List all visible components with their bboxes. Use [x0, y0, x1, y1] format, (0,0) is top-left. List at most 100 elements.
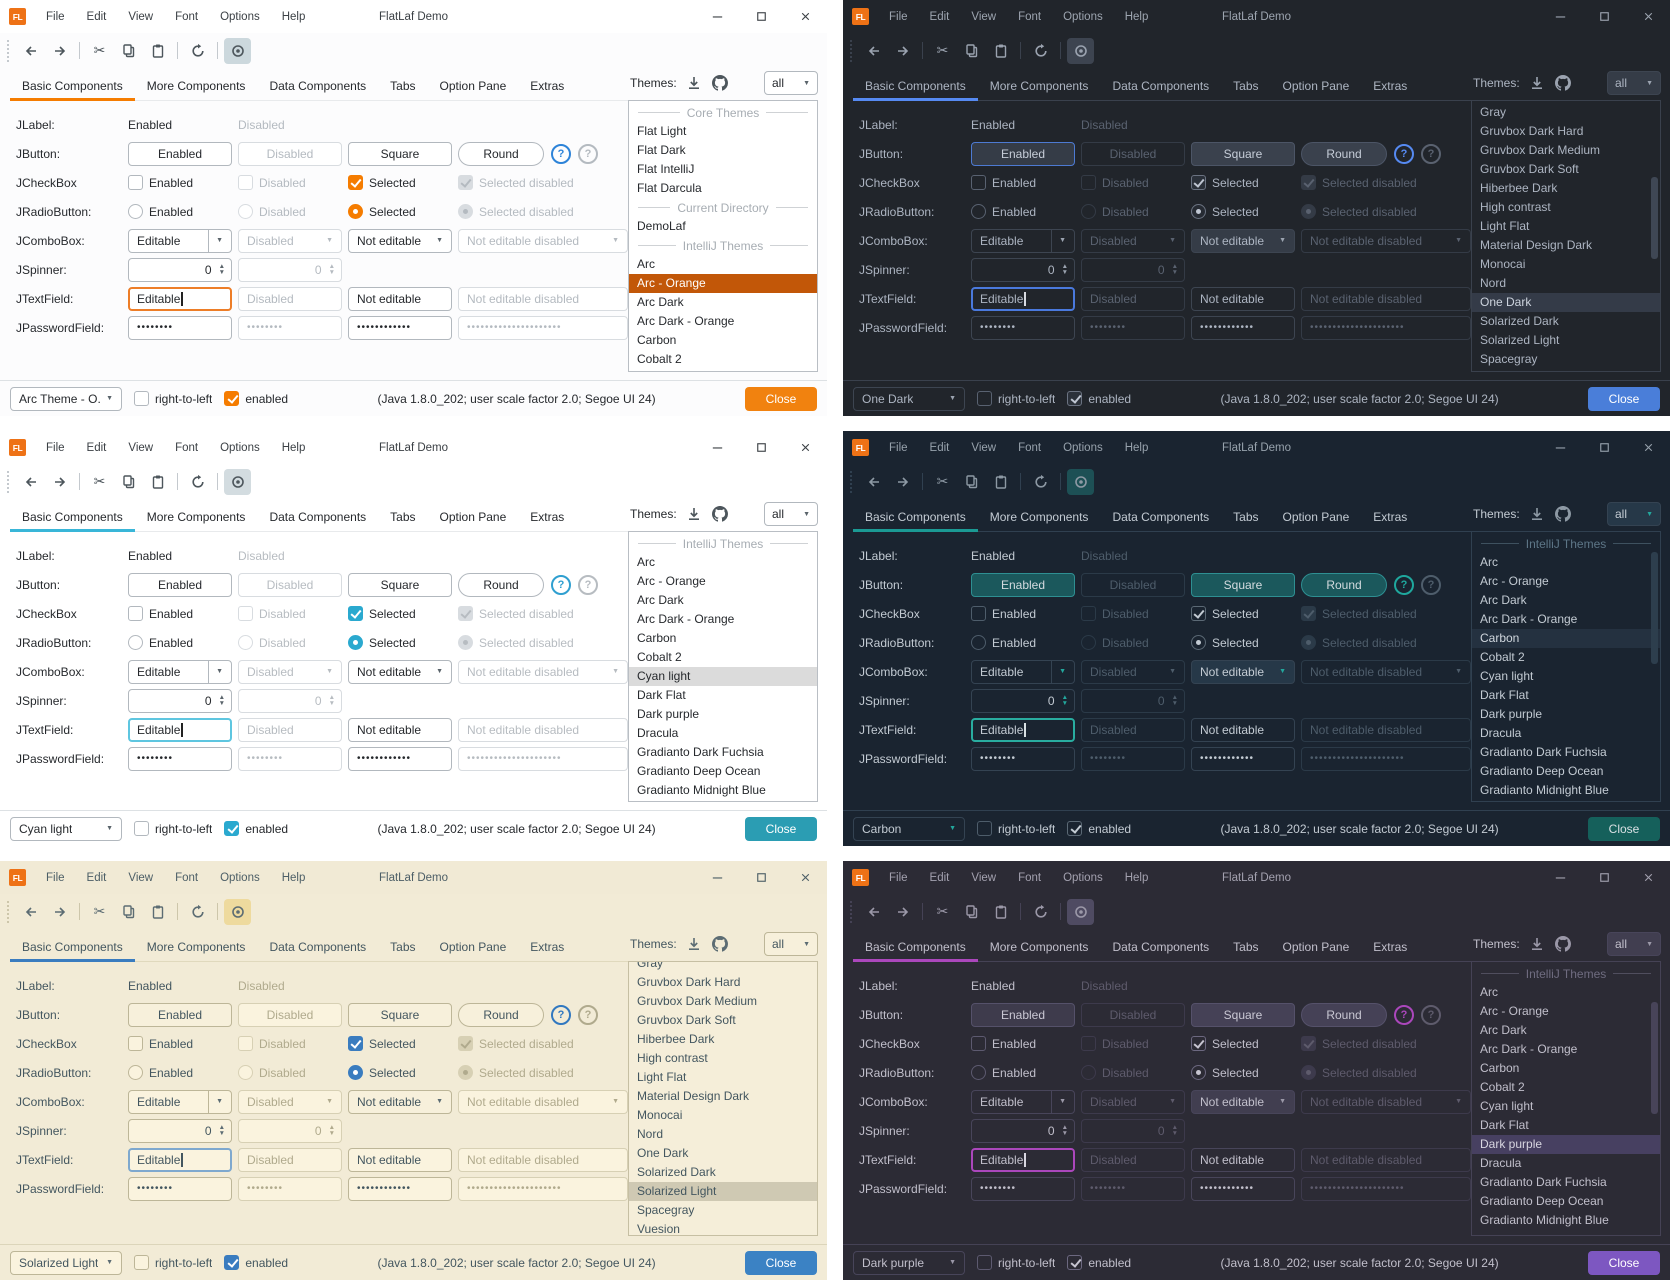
- enabled-button[interactable]: Enabled: [128, 141, 232, 166]
- minimize-button[interactable]: [695, 0, 739, 33]
- download-icon[interactable]: [1529, 936, 1546, 953]
- radio-button[interactable]: Enabled: [971, 635, 1036, 650]
- text-field[interactable]: Editable: [971, 286, 1075, 311]
- checkbox[interactable]: Enabled: [971, 1036, 1036, 1051]
- theme-list-item[interactable]: Arc Dark - Orange: [637, 612, 735, 626]
- tab-data-components[interactable]: Data Components: [269, 509, 367, 524]
- theme-filter-combo[interactable]: all ▼: [1607, 502, 1661, 526]
- tab-data-components[interactable]: Data Components: [1112, 939, 1210, 954]
- square-button[interactable]: Square: [348, 141, 452, 166]
- theme-list-item[interactable]: Dark Flat: [637, 688, 686, 702]
- theme-list-item[interactable]: DemoLaf: [637, 219, 686, 233]
- password-field[interactable]: ••••••••: [971, 1176, 1075, 1201]
- paste-button[interactable]: [144, 469, 171, 495]
- theme-list-item[interactable]: Flat Dark: [637, 143, 686, 157]
- theme-list-item[interactable]: High contrast: [1480, 200, 1551, 214]
- enabled-checkbox[interactable]: enabled: [1067, 1255, 1131, 1270]
- theme-list-item[interactable]: Dracula: [1480, 726, 1522, 740]
- close-button[interactable]: Close: [745, 386, 817, 411]
- checkbox[interactable]: Enabled: [128, 1036, 193, 1051]
- theme-list-item[interactable]: Arc - Orange: [629, 274, 817, 293]
- tab-more-components[interactable]: More Components: [989, 509, 1089, 524]
- checkbox[interactable]: Enabled: [128, 175, 193, 190]
- spinner[interactable]: 0 ▲ ▼: [128, 1118, 232, 1143]
- square-button[interactable]: Square: [1191, 572, 1295, 597]
- checkbox[interactable]: Selected: [348, 1036, 416, 1051]
- theme-list-item[interactable]: Dark purple: [637, 707, 700, 721]
- radio-button[interactable]: Selected: [348, 204, 416, 219]
- copy-button[interactable]: [958, 38, 985, 64]
- theme-list-item[interactable]: Carbon: [637, 333, 677, 347]
- tab-basic-components[interactable]: Basic Components: [853, 502, 978, 532]
- theme-list-item[interactable]: Monocai: [637, 1108, 683, 1122]
- text-field[interactable]: Editable: [971, 717, 1075, 742]
- theme-list-item[interactable]: Gruvbox Dark Medium: [637, 994, 758, 1008]
- menu-help[interactable]: Help: [1124, 441, 1149, 454]
- theme-list-item[interactable]: One Dark: [1472, 293, 1660, 312]
- toolbar-grip-icon[interactable]: [7, 39, 9, 62]
- text-field[interactable]: Not editable: [1191, 286, 1295, 311]
- theme-list-item[interactable]: Gradianto Midnight Blue: [1480, 783, 1609, 797]
- menu-view[interactable]: View: [971, 10, 997, 23]
- spinner[interactable]: 0 ▲ ▼: [971, 688, 1075, 713]
- tab-tabs[interactable]: Tabs: [1233, 78, 1259, 93]
- spinner[interactable]: 0 ▲ ▼: [128, 257, 232, 282]
- tab-more-components[interactable]: More Components: [146, 939, 246, 954]
- close-button[interactable]: [1626, 0, 1670, 33]
- minimize-button[interactable]: [1538, 0, 1582, 33]
- tab-option-pane[interactable]: Option Pane: [439, 509, 507, 524]
- round-button[interactable]: Round: [1301, 141, 1387, 166]
- back-button[interactable]: [860, 469, 887, 495]
- show-button[interactable]: [224, 468, 251, 495]
- menu-view[interactable]: View: [971, 871, 997, 884]
- menu-font[interactable]: Font: [175, 10, 199, 23]
- theme-list-item[interactable]: Cobalt 2: [1480, 1080, 1525, 1094]
- theme-list-item[interactable]: Material Design Dark: [1480, 238, 1593, 252]
- tab-data-components[interactable]: Data Components: [1112, 509, 1210, 524]
- combobox[interactable]: Not editable ▼: [348, 659, 452, 684]
- close-button[interactable]: [1626, 431, 1670, 464]
- rtl-checkbox[interactable]: right-to-left: [134, 821, 212, 836]
- combobox[interactable]: Editable ▼: [128, 228, 232, 253]
- combobox[interactable]: Editable ▼: [971, 1089, 1075, 1114]
- forward-button[interactable]: [889, 899, 916, 925]
- theme-list-item[interactable]: Gruvbox Dark Soft: [1480, 162, 1579, 176]
- radio-button[interactable]: Selected: [348, 635, 416, 650]
- radio-button[interactable]: Enabled: [128, 1065, 193, 1080]
- theme-list-item[interactable]: Arc Dark - Orange: [1480, 612, 1578, 626]
- forward-button[interactable]: [46, 38, 73, 64]
- theme-list-item[interactable]: Arc Dark: [1480, 593, 1527, 607]
- forward-button[interactable]: [889, 38, 916, 64]
- close-button[interactable]: [783, 0, 827, 33]
- tab-extras[interactable]: Extras: [530, 939, 565, 954]
- radio-button[interactable]: Selected: [1191, 1065, 1259, 1080]
- text-field[interactable]: Not editable: [348, 286, 452, 311]
- menu-view[interactable]: View: [128, 871, 154, 884]
- theme-list-item[interactable]: One Dark: [637, 1146, 689, 1160]
- menu-font[interactable]: Font: [1018, 441, 1042, 454]
- tab-more-components[interactable]: More Components: [146, 509, 246, 524]
- show-button[interactable]: [1067, 898, 1094, 925]
- github-icon[interactable]: [712, 936, 729, 953]
- rtl-checkbox[interactable]: right-to-left: [977, 821, 1055, 836]
- theme-list-item[interactable]: Dark purple: [1480, 707, 1543, 721]
- enabled-checkbox[interactable]: enabled: [224, 391, 288, 406]
- tab-basic-components[interactable]: Basic Components: [10, 932, 135, 962]
- tab-option-pane[interactable]: Option Pane: [1282, 509, 1350, 524]
- square-button[interactable]: Square: [1191, 1002, 1295, 1027]
- theme-list-item[interactable]: Arc: [637, 257, 655, 271]
- show-button[interactable]: [224, 898, 251, 925]
- refresh-button[interactable]: [1027, 899, 1054, 925]
- status-theme-combo[interactable]: Solarized Light ▼: [10, 1250, 122, 1275]
- paste-button[interactable]: [987, 899, 1014, 925]
- tab-extras[interactable]: Extras: [1373, 939, 1408, 954]
- copy-button[interactable]: [115, 38, 142, 64]
- round-button[interactable]: Round: [1301, 1002, 1387, 1027]
- status-theme-combo[interactable]: One Dark ▼: [853, 386, 965, 411]
- password-field[interactable]: ••••••••: [971, 746, 1075, 771]
- show-button[interactable]: [1067, 468, 1094, 495]
- minimize-button[interactable]: [1538, 431, 1582, 464]
- close-button[interactable]: Close: [1588, 386, 1660, 411]
- menu-view[interactable]: View: [128, 441, 154, 454]
- menu-file[interactable]: File: [889, 871, 908, 884]
